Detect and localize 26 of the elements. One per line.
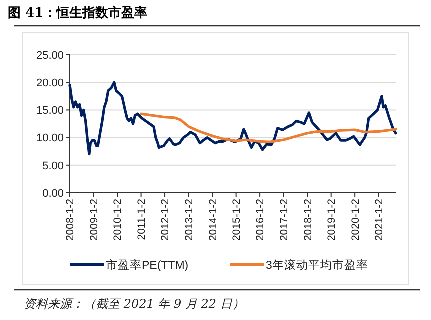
chart-title: 图 41：恒生指数市盈率 (8, 5, 148, 21)
y-tick-label: 0.00 (42, 188, 64, 200)
line-series (140, 112, 398, 144)
x-tick-label: 2013-1-2 (184, 198, 196, 242)
x-tick-label: 2010-1-2 (112, 198, 124, 242)
legend-label: 3年滚动平均市盈率 (266, 258, 368, 272)
y-tick-label: 5.00 (42, 160, 64, 172)
y-tick-label: 15.00 (36, 105, 64, 118)
y-tick-label: 10.00 (36, 132, 64, 145)
x-tick-label: 2018-1-2 (302, 198, 314, 242)
x-tick-label: 2009-1-2 (88, 198, 100, 242)
x-tick-label: 2014-1-2 (207, 198, 220, 242)
x-tick-label: 2011-1-2 (136, 198, 148, 240)
x-tick-label: 2016-1-2 (254, 198, 267, 242)
text: 资料来源：（截至 2021 年 9 月 22 日） (24, 297, 244, 311)
x-tick-label: 2008-1-2 (64, 198, 77, 242)
x-tick-label: 2019-1-2 (326, 198, 338, 242)
x-tick-label: 2017-1-2 (278, 198, 291, 242)
y-tick-label: 25.00 (36, 50, 64, 62)
x-tick-label: 2021-1-2 (374, 198, 386, 242)
x-tick-label: 2012-1-2 (160, 198, 172, 242)
line-series (68, 81, 398, 156)
x-tick-label: 2015-1-2 (230, 198, 243, 242)
legend-label: 市盈率PE(TTM) (106, 258, 189, 272)
y-tick-label: 20.00 (36, 77, 64, 90)
x-tick-label: 2020-1-2 (350, 198, 362, 242)
